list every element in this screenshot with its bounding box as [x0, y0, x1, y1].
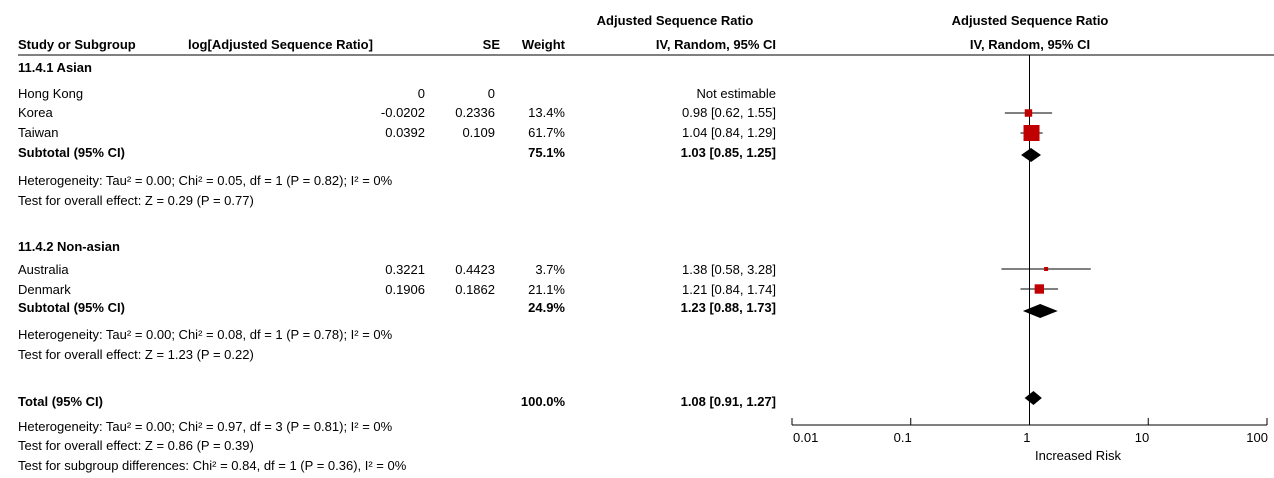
estimate-column-header: log[Adjusted Sequence Ratio]: [188, 37, 373, 52]
study-name: Denmark: [18, 282, 71, 297]
summary-diamond: [1022, 304, 1058, 318]
study-ci: 0.98 [0.62, 1.55]: [682, 105, 776, 120]
subtotal-ci: 1.23 [0.88, 1.73]: [680, 300, 776, 315]
x-axis-tick-label: 0.01: [793, 430, 818, 445]
subtotal-label: Subtotal (95% CI): [18, 300, 125, 315]
total-label: Total (95% CI): [18, 394, 103, 409]
study-estimate: 0.1906: [385, 282, 425, 297]
study-weight: 21.1%: [528, 282, 565, 297]
subtotal-weight: 75.1%: [528, 145, 565, 160]
total-weight: 100.0%: [520, 394, 565, 409]
subgroup-title: 11.4.1 Asian: [18, 60, 92, 75]
plot-subtitle: IV, Random, 95% CI: [969, 37, 1091, 52]
x-axis-tick-label: 10: [1135, 430, 1149, 445]
study-name: Korea: [18, 105, 53, 120]
subtotal-label: Subtotal (95% CI): [18, 145, 125, 160]
subtotal-weight: 24.9%: [528, 300, 565, 315]
ci-column-title: Adjusted Sequence Ratio: [596, 13, 754, 28]
x-axis-tick-label: 100: [1246, 430, 1268, 445]
study-column-header: Study or Subgroup: [18, 37, 136, 52]
overall-effect-text: Test for overall effect: Z = 0.86 (P = 0…: [18, 438, 254, 453]
study-ci: 1.04 [0.84, 1.29]: [682, 125, 776, 140]
study-marker: [1023, 125, 1040, 141]
x-axis-tick-label: 1: [1023, 430, 1030, 445]
subtotal-ci: 1.03 [0.85, 1.25]: [680, 145, 776, 160]
study-ci: Not estimable: [696, 86, 776, 101]
se-column-header: SE: [482, 37, 500, 52]
study-name: Australia: [18, 262, 69, 277]
study-se: 0.1862: [455, 282, 495, 297]
study-weight: 3.7%: [535, 262, 565, 277]
subgroup-title: 11.4.2 Non-asian: [18, 239, 120, 254]
study-se: 0.2336: [455, 105, 495, 120]
study-marker: [1024, 109, 1033, 117]
subgroup-differences-text: Test for subgroup differences: Chi² = 0.…: [18, 458, 407, 473]
heterogeneity-text: Heterogeneity: Tau² = 0.00; Chi² = 0.08,…: [18, 327, 393, 342]
study-estimate: -0.0202: [380, 105, 425, 120]
study-ci: 1.38 [0.58, 3.28]: [682, 262, 776, 277]
summary-diamond: [1021, 148, 1042, 162]
study-estimate: 0.0392: [385, 125, 425, 140]
weight-column-header: Weight: [521, 37, 565, 52]
x-axis-tick-label: 0.1: [894, 430, 912, 445]
study-se: 0.4423: [455, 262, 495, 277]
total-ci: 1.08 [0.91, 1.27]: [680, 394, 776, 409]
plot-title: Adjusted Sequence Ratio: [951, 13, 1109, 28]
summary-diamond: [1024, 391, 1042, 405]
study-name: Taiwan: [18, 125, 59, 140]
study-se: 0.109: [462, 125, 495, 140]
axis-direction-label: Increased Risk: [1035, 448, 1121, 463]
study-marker: [1034, 284, 1045, 294]
study-se: 0: [487, 86, 495, 101]
overall-effect-text: Test for overall effect: Z = 1.23 (P = 0…: [18, 347, 254, 362]
study-weight: 61.7%: [528, 125, 565, 140]
study-estimate: 0.3221: [385, 262, 425, 277]
study-weight: 13.4%: [528, 105, 565, 120]
heterogeneity-text: Heterogeneity: Tau² = 0.00; Chi² = 0.97,…: [18, 419, 393, 434]
ci-column-subtitle: IV, Random, 95% CI: [655, 37, 776, 52]
heterogeneity-text: Heterogeneity: Tau² = 0.00; Chi² = 0.05,…: [18, 173, 393, 188]
study-marker: [1044, 267, 1049, 271]
study-name: Hong Kong: [18, 86, 84, 101]
overall-effect-text: Test for overall effect: Z = 0.29 (P = 0…: [18, 193, 254, 208]
study-ci: 1.21 [0.84, 1.74]: [682, 282, 776, 297]
study-estimate: 0: [417, 86, 425, 101]
